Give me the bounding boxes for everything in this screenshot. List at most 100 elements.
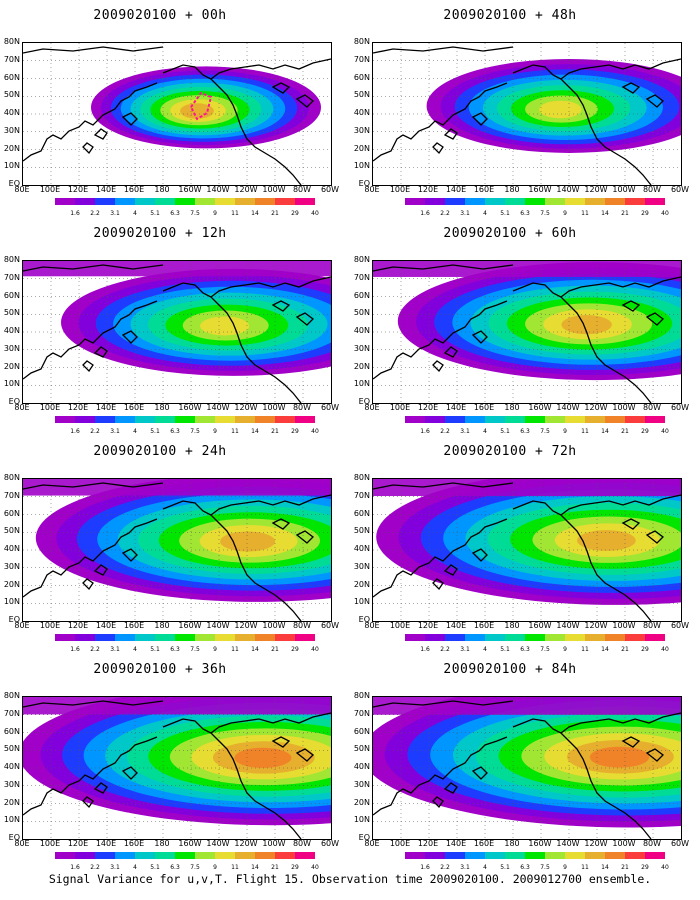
y-tick-label: 50N — [353, 744, 370, 754]
colorbar-swatch — [95, 416, 115, 423]
colorbar-label: 11 — [581, 646, 589, 653]
x-tick-label: 180 — [154, 839, 170, 848]
x-tick-label: 100E — [389, 839, 411, 848]
x-tick-label: 100W — [612, 839, 636, 848]
colorbar-swatch — [605, 198, 625, 205]
y-tick-label: 30N — [353, 343, 370, 353]
colorbar-label: 9 — [563, 864, 567, 871]
x-tick-label: 80W — [642, 621, 662, 630]
colorbar-swatch — [175, 198, 195, 205]
x-tick-label: 100W — [612, 403, 636, 412]
colorbar-label: 14 — [251, 428, 259, 435]
y-tick-label: 70N — [353, 490, 370, 500]
x-tick-label: 140E — [445, 621, 467, 630]
x-tick-label: 180 — [504, 839, 520, 848]
coastline — [23, 46, 164, 54]
colorbar-swatch — [255, 416, 275, 423]
y-tick-label: EQ — [358, 397, 370, 406]
x-tick-label: 140E — [445, 185, 467, 194]
y-tick-label: 70N — [3, 490, 20, 500]
coastline — [471, 330, 488, 344]
colorbar-label: 1.6 — [70, 210, 80, 217]
colorbar-label: 5.1 — [500, 864, 510, 871]
colorbar-swatch — [405, 198, 425, 205]
x-tick-label: 180 — [504, 185, 520, 194]
colorbar-label: 40 — [661, 428, 669, 435]
colorbar-label: 21 — [271, 428, 279, 435]
colorbar-swatch — [255, 198, 275, 205]
coastline — [23, 482, 164, 490]
colorbar-label: 40 — [311, 210, 319, 217]
figure-caption: Signal Variance for u,v,T. Flight 15. Ob… — [48, 872, 652, 886]
colorbar-swatch — [465, 852, 485, 859]
y-tick-label: 60N — [353, 508, 370, 518]
colorbar-swatch — [55, 416, 75, 423]
colorbar-label: 2.2 — [440, 428, 450, 435]
coastline — [621, 518, 641, 530]
colorbar-swatch — [175, 852, 195, 859]
coastline — [210, 712, 331, 734]
contour-fill-14 — [577, 530, 636, 551]
y-tick-label: 60N — [3, 508, 20, 518]
x-tick-label: 120E — [67, 185, 89, 194]
y-tick-label: 80N — [353, 473, 370, 482]
y-tick-label: 60N — [353, 726, 370, 736]
colorbar-swatch — [405, 852, 425, 859]
colorbar-label: 14 — [601, 210, 609, 217]
x-tick-label: 60W — [670, 621, 690, 630]
x-tick-label: 160E — [473, 839, 495, 848]
coastline — [373, 518, 508, 598]
colorbar-label: 11 — [231, 210, 239, 217]
coastline — [373, 82, 508, 162]
colorbar-swatch — [295, 852, 315, 859]
y-tick-label: 30N — [3, 125, 20, 135]
colorbar-label: 6.3 — [170, 428, 180, 435]
y-tick-label: 20N — [353, 361, 370, 371]
x-tick-label: 60W — [670, 839, 690, 848]
y-tick-label: 70N — [353, 272, 370, 282]
colorbar — [405, 198, 665, 205]
coastline — [645, 530, 664, 544]
x-tick-label: 120W — [584, 185, 608, 194]
colorbar-label: 11 — [231, 864, 239, 871]
colorbar-label: 29 — [641, 428, 649, 435]
colorbar-swatch — [295, 416, 315, 423]
colorbar-swatch — [135, 852, 155, 859]
colorbar-swatch — [75, 416, 95, 423]
colorbar-label: 2.2 — [90, 428, 100, 435]
coastline — [373, 736, 508, 816]
colorbar-swatch — [195, 634, 215, 641]
colorbar-swatch — [445, 852, 465, 859]
coastline — [93, 564, 108, 576]
x-tick-label: 120E — [417, 839, 439, 848]
y-tick-label: 10N — [3, 597, 20, 607]
colorbar-label: 29 — [291, 646, 299, 653]
x-tick-label: 140W — [206, 621, 230, 630]
y-tick-label: 10N — [353, 597, 370, 607]
variance-field — [373, 479, 681, 621]
y-tick-label: 40N — [3, 108, 20, 117]
colorbar-label: 6.3 — [520, 428, 530, 435]
colorbar-swatch — [55, 852, 75, 859]
colorbar-swatch — [275, 634, 295, 641]
colorbar-label: 5.1 — [500, 646, 510, 653]
colorbar-swatch — [235, 852, 255, 859]
colorbar-label: 4 — [483, 428, 487, 435]
y-tick-label: 80N — [353, 255, 370, 264]
coastline — [93, 346, 108, 358]
x-tick-label: 160W — [178, 403, 202, 412]
coastline — [512, 282, 652, 403]
colorbar-label: 3.1 — [460, 646, 470, 653]
colorbar-label: 2.2 — [440, 646, 450, 653]
x-tick-label: 140W — [206, 839, 230, 848]
colorbar-swatch — [585, 852, 605, 859]
y-tick-label: 10N — [353, 161, 370, 171]
colorbar-label: 2.2 — [440, 210, 450, 217]
colorbar-swatch — [485, 198, 505, 205]
x-tick-label: 140W — [206, 185, 230, 194]
x-tick-label: 100W — [262, 621, 286, 630]
y-tick-label: EQ — [8, 615, 20, 624]
colorbar-swatch — [445, 198, 465, 205]
contour-fill-21 — [234, 747, 292, 768]
colorbar-label: 14 — [251, 864, 259, 871]
